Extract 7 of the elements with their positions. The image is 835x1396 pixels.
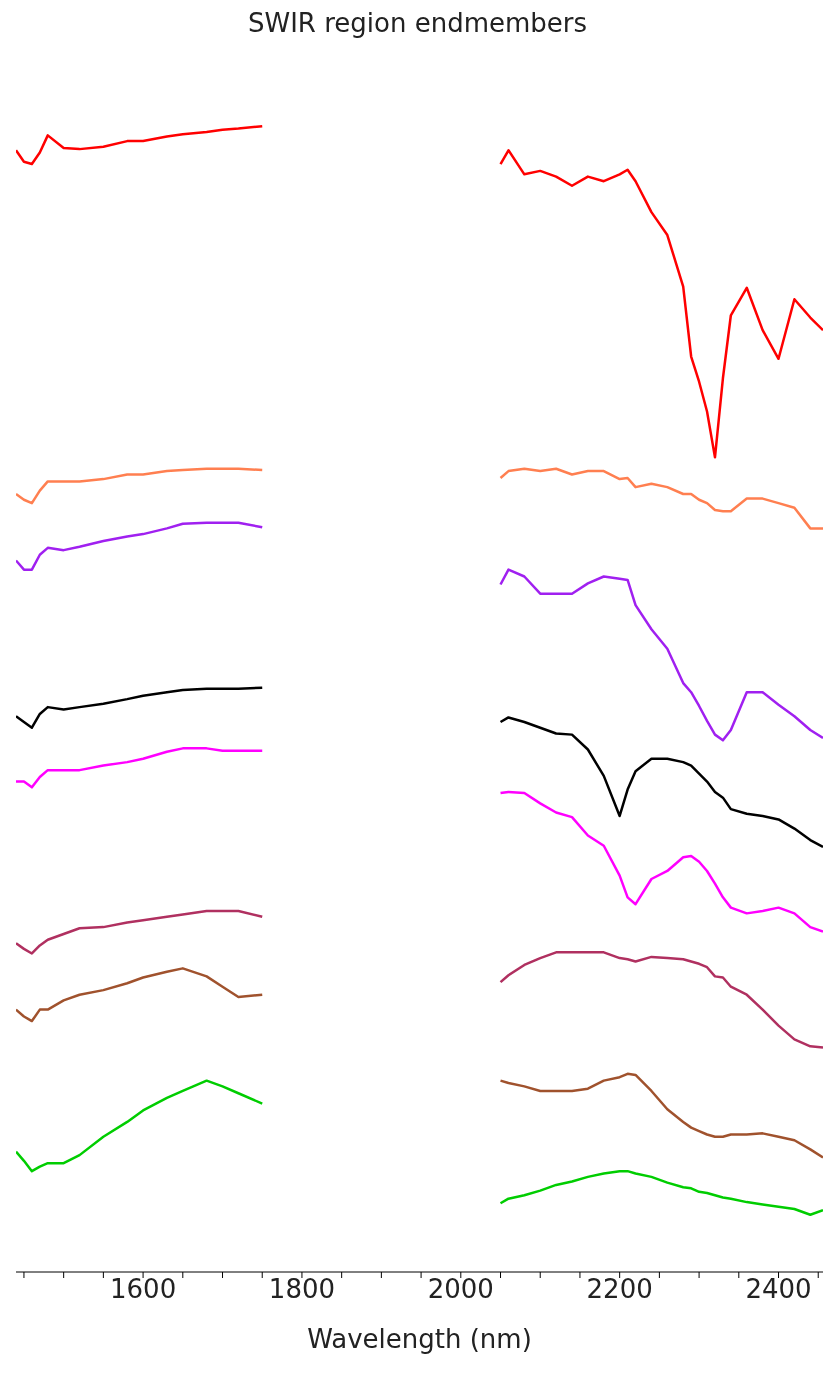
x-tick-label: 1800	[268, 1274, 336, 1305]
x-tick-label: 1600	[110, 1274, 177, 1305]
chart-title: SWIR region endmembers	[246, 8, 589, 40]
x-tick-label: 2200	[586, 1274, 653, 1305]
x-tick-label: 2000	[427, 1274, 494, 1305]
x-tick-label: 2400	[745, 1274, 812, 1305]
x-axis-title: Wavelength (nm)	[307, 1324, 532, 1354]
